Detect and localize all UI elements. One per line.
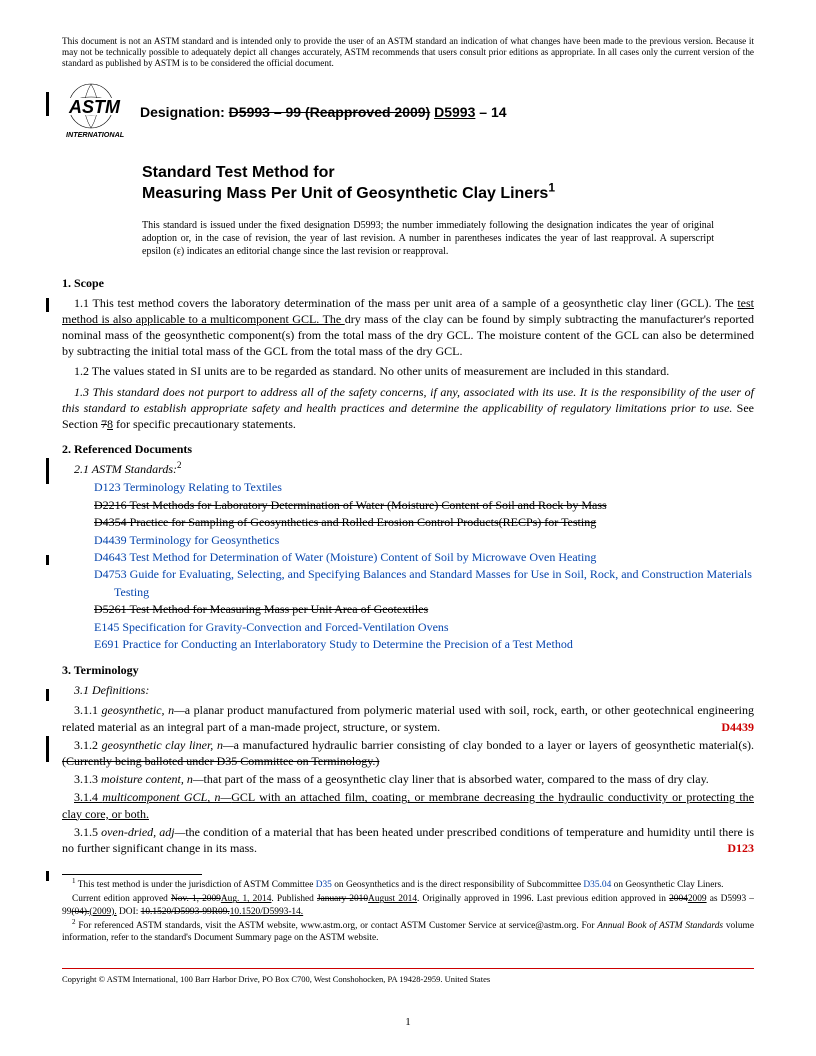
ref-doc-item: D4354 Practice for Sampling of Geosynthe… [74,514,754,531]
disclaimer-text: This document is not an ASTM standard an… [62,36,754,69]
footnotes: 1 This test method is under the jurisdic… [62,879,754,944]
footnote-rule [62,874,202,875]
svg-text:INTERNATIONAL: INTERNATIONAL [66,130,124,139]
section-1-head: 1. Scope [62,276,754,291]
title-superscript: 1 [548,181,555,195]
def-3-1-1: 3.1.1 geosynthetic, n—a planar product m… [62,702,754,734]
header-row: ASTM INTERNATIONAL Designation: D5993 – … [62,83,754,141]
referenced-documents-list: D123 Terminology Relating to TextilesD22… [74,479,754,653]
ref-doc-item: D2216 Test Methods for Laboratory Determ… [74,497,754,514]
ref-doc-item: D4753 Guide for Evaluating, Selecting, a… [74,566,754,601]
definitions-block: 3.1.1 geosynthetic, n—a planar product m… [62,702,754,856]
para-1-1: 1.1 This test method covers the laborato… [62,295,754,360]
def-3-1-3: 3.1.3 moisture content, n—that part of t… [62,771,754,787]
change-bar [46,298,49,312]
section-2-head: 2. Referenced Documents [62,442,754,457]
ref-doc-title: Practice for Sampling of Geosynthetics a… [127,515,597,529]
para-2-1: 2.1 ASTM Standards:2 [62,461,754,477]
ref-doc-code[interactable]: E145 [94,620,119,634]
ref-doc-item: E691 Practice for Conducting an Interlab… [74,636,754,653]
ref-doc-title[interactable]: Terminology for Geosynthetics [127,533,280,547]
ref-doc-code[interactable]: D4439 [94,533,127,547]
page: This document is not an ASTM standard an… [0,0,816,1056]
astm-logo: ASTM INTERNATIONAL [62,83,130,141]
ref-doc-title[interactable]: Test Method for Determination of Water (… [127,550,597,564]
title-line1: Standard Test Method for [142,164,335,181]
committee-link[interactable]: D35 [316,880,332,890]
ref-doc-title[interactable]: Guide for Evaluating, Selecting, and Spe… [114,567,752,598]
footnote-1: 1 This test method is under the jurisdic… [62,879,754,891]
ref-doc-code[interactable]: E691 [94,637,119,651]
issuance-note: This standard is issued under the fixed … [142,219,754,258]
designation-label: Designation: [140,104,229,120]
designation-new-a: D5993 [434,104,475,120]
designation-line: Designation: D5993 – 99 (Reapproved 2009… [140,104,507,120]
footnote-1-cont: Current edition approved Nov. 1, 2009Aug… [62,893,754,917]
footer: Copyright © ASTM International, 100 Barr… [62,968,754,984]
svg-text:ASTM: ASTM [68,97,121,117]
def-3-1-5: 3.1.5 oven-dried, adj—the condition of a… [62,824,754,856]
subcommittee-link[interactable]: D35.04 [583,880,611,890]
change-bar [46,871,49,881]
ref-doc-code[interactable]: D123 [94,480,121,494]
ref-doc-code: D4354 [94,515,127,529]
ref-doc-code: D2216 [94,498,127,512]
struck-text: (Currently being balloted under D35 Comm… [62,754,379,768]
ref-doc-code: D5261 [94,602,127,616]
source-ref: D4439 [709,719,754,735]
ref-doc-item: E145 Specification for Gravity-Convectio… [74,619,754,636]
ref-doc-title[interactable]: Terminology Relating to Textiles [121,480,282,494]
section-3-head: 3. Terminology [62,663,754,678]
para-3-1: 3.1 Definitions: [62,682,754,698]
change-bar [46,555,49,565]
ref-doc-title[interactable]: Specification for Gravity-Convection and… [119,620,448,634]
ref-doc-code[interactable]: D4753 [94,567,127,581]
ref-doc-title: Test Method for Measuring Mass per Unit … [127,602,429,616]
def-3-1-2: 3.1.2 geosynthetic clay liner, n—a manuf… [62,737,754,769]
def-3-1-4: 3.1.4 multicomponent GCL, n—GCL with an … [62,789,754,821]
footnote-2: 2 For referenced ASTM standards, visit t… [62,920,754,944]
ref-doc-code[interactable]: D4643 [94,550,127,564]
designation-new-b: – 14 [475,104,506,120]
para-1-3: 1.3 This standard does not purport to ad… [62,384,754,433]
ref-doc-item: D123 Terminology Relating to Textiles [74,479,754,496]
source-ref: D123 [715,840,754,856]
ref-doc-title: Test Methods for Laboratory Determinatio… [127,498,607,512]
ref-doc-item: D5261 Test Method for Measuring Mass per… [74,601,754,618]
change-bar [46,689,49,701]
designation-old: D5993 – 99 (Reapproved 2009) [229,104,431,120]
change-bar [46,458,49,484]
para-1-2: 1.2 The values stated in SI units are to… [62,363,754,379]
ref-doc-item: D4439 Terminology for Geosynthetics [74,532,754,549]
title-block: Standard Test Method for Measuring Mass … [142,163,754,205]
copyright-text: Copyright © ASTM International, 100 Barr… [62,974,490,984]
footer-rule [62,968,754,969]
change-bar [46,92,49,116]
ref-doc-item: D4643 Test Method for Determination of W… [74,549,754,566]
page-number: 1 [0,1016,816,1028]
title-line2: Measuring Mass Per Unit of Geosynthetic … [142,185,548,202]
change-bar [46,736,49,762]
ref-doc-title[interactable]: Practice for Conducting an Interlaborato… [119,637,573,651]
